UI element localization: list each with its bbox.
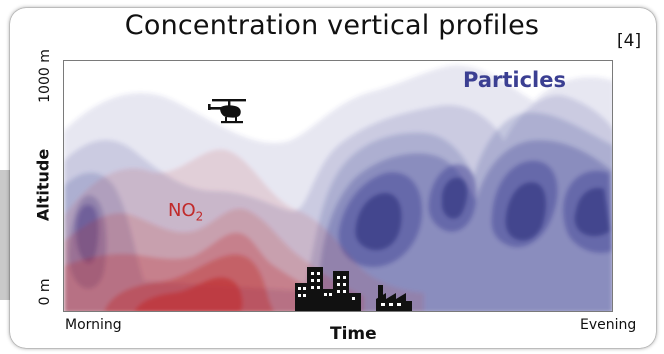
particles-layer-6 xyxy=(355,177,610,251)
no2-label-text: NO xyxy=(168,200,196,221)
y-axis-label: Altitude xyxy=(33,148,53,222)
no2-layer-5 xyxy=(135,277,243,311)
y-axis-top-tick: 1000 m xyxy=(37,49,53,103)
plot-area xyxy=(63,60,613,312)
x-axis-right-tick: Evening xyxy=(580,317,637,333)
helicopter-icon xyxy=(208,99,246,124)
x-axis-left-tick: Morning xyxy=(65,317,122,333)
factory-icon xyxy=(376,285,412,311)
concentration-map xyxy=(64,65,612,311)
no2-label: NO2 xyxy=(168,200,203,224)
city-buildings-icon xyxy=(295,267,361,311)
reference-label: [4] xyxy=(617,31,642,51)
particles-layer-5 xyxy=(76,160,612,267)
no2-label-subscript: 2 xyxy=(195,209,204,224)
particles-label: Particles xyxy=(463,68,566,92)
x-axis-label: Time xyxy=(330,324,377,344)
y-axis-bottom-tick: 0 m xyxy=(37,278,53,306)
chart-title: Concentration vertical profiles xyxy=(124,10,540,41)
